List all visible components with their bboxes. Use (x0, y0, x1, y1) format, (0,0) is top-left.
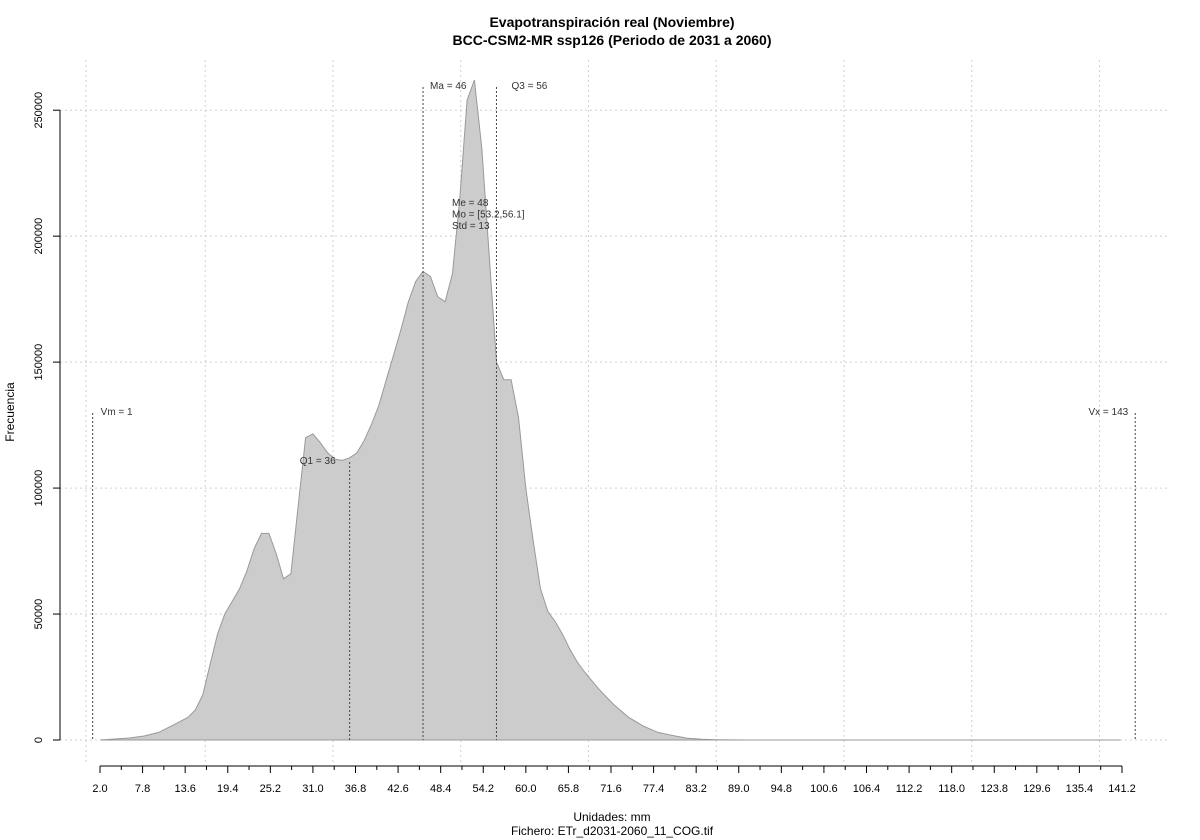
x-tick-label: 77.4 (643, 783, 664, 795)
marker-label-0: Vm = 1 (101, 407, 133, 418)
x-tick-label: 94.8 (771, 783, 792, 795)
x-tick-label: 19.4 (217, 783, 238, 795)
x-tick-label: 135.4 (1066, 783, 1094, 795)
x-tick-label: 25.2 (260, 783, 281, 795)
x-tick-label: 7.8 (135, 783, 150, 795)
y-axis-label: Frecuencia (3, 382, 17, 442)
chart-title: Evapotranspiración real (Noviembre) (489, 14, 734, 30)
x-tick-label: 112.2 (896, 783, 923, 795)
stat-label-0: Me = 48 (452, 198, 489, 209)
marker-label-3: Q3 = 56 (511, 81, 547, 92)
x-tick-label: 118.0 (938, 783, 965, 795)
x-tick-label: 54.2 (473, 783, 494, 795)
axes: 0 50000 100000 150000 200000 250000 2.0 7.8 13.6… (33, 92, 1136, 795)
x-tick-label: 48.4 (430, 783, 451, 795)
x-tick-label: 106.4 (853, 783, 881, 795)
marker-label-2: Ma = 46 (430, 81, 467, 92)
stat-label-1: Mo = [53.2,56.1] (452, 210, 525, 221)
density-polygon (99, 79, 1121, 741)
x-axis-label: Unidades: mm (573, 810, 650, 824)
file-caption: Fichero: ETr_d2031-2060_11_COG.tif (511, 824, 714, 838)
chart-subtitle: BCC-CSM2-MR ssp126 (Periodo de 2031 a 20… (453, 32, 772, 48)
marker-label-4: Vx = 143 (1088, 407, 1128, 418)
x-tick-label: 100.6 (810, 783, 838, 795)
x-tick-label: 71.6 (600, 783, 621, 795)
marker-label-1: Q1 = 36 (300, 456, 336, 467)
statistic-markers: Vm = 1 Q1 = 36 Ma = 46 Q3 = 56 Vx = 143 Me = … (92, 81, 1136, 740)
x-tick-label: 60.0 (515, 783, 536, 795)
density-area (99, 79, 1121, 741)
x-tick-label: 65.8 (558, 783, 579, 795)
x-tick-label: 2.0 (92, 783, 107, 795)
stat-label-2: Std = 13 (452, 221, 490, 232)
x-tick-label: 36.8 (345, 783, 366, 795)
y-tick-label: 0 (33, 737, 45, 743)
x-tick-label: 13.6 (174, 783, 195, 795)
x-tick-label: 31.0 (302, 783, 323, 795)
y-tick-label: 100000 (33, 470, 45, 507)
y-tick-label: 250000 (33, 92, 45, 129)
x-tick-label: 83.2 (685, 783, 706, 795)
x-tick-label: 89.0 (728, 783, 749, 795)
x-tick-label: 141.2 (1108, 783, 1136, 795)
y-tick-label: 150000 (33, 344, 45, 381)
x-tick-label: 123.8 (980, 783, 1008, 795)
y-tick-label: 200000 (33, 218, 45, 255)
x-tick-label: 42.6 (387, 783, 408, 795)
y-tick-label: 50000 (33, 599, 45, 630)
x-tick-label: 129.6 (1023, 783, 1051, 795)
